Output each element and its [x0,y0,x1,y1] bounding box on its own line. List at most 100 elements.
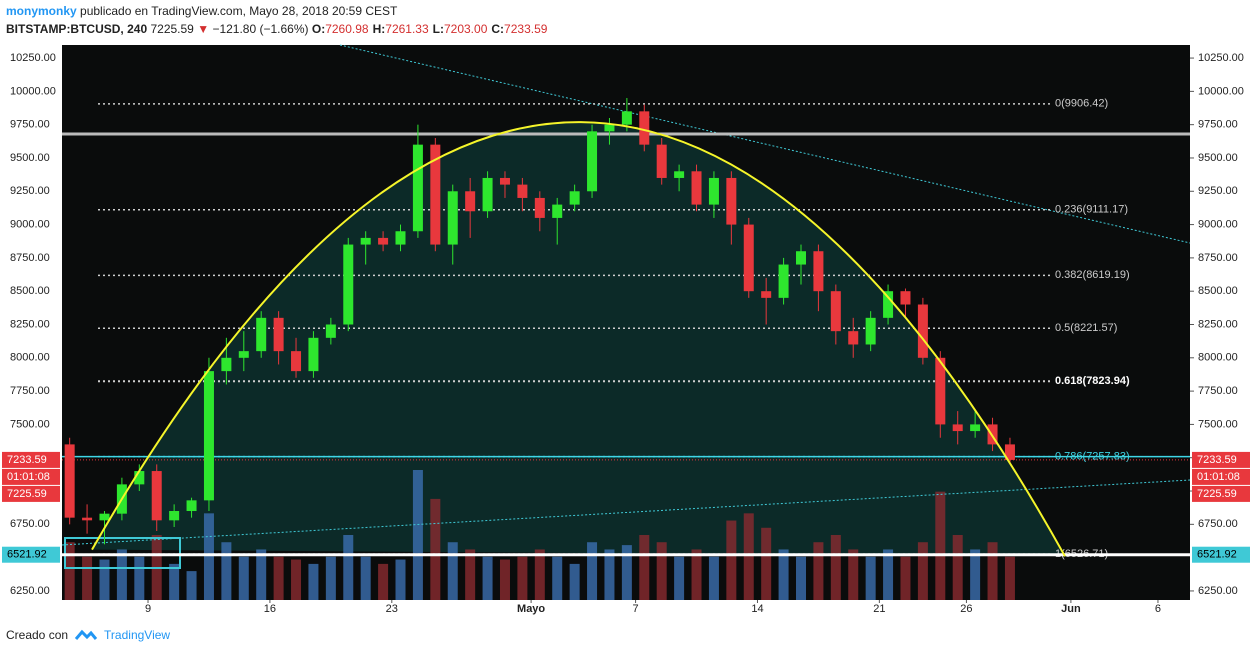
volume-bar [726,520,737,600]
chart: 6250.006250.006750.006750.007000.007000.… [2,44,1250,615]
volume-bar [203,513,214,600]
volume-bar [412,470,423,600]
volume-bar [430,498,441,600]
volume-bar [169,563,180,600]
candle-body [499,177,510,185]
volume-bar [691,549,702,600]
y-tick-label-right: 9500.00 [1198,152,1238,164]
candle-body [465,191,476,212]
last-price-tag-bg [2,451,60,468]
last-price-tag: 7233.59 [1197,454,1237,466]
volume-bar [883,549,894,600]
volume-bar [116,549,127,600]
y-tick-label: 8500.00 [10,285,50,297]
fib-label: 0.618(7823.94) [1055,375,1130,387]
candle-body [378,237,389,245]
volume-bar [82,556,93,600]
header-line: monymonky publicado en TradingView.com, … [6,4,397,18]
volume-bar [238,556,249,600]
candle-body [395,231,406,245]
candle-body [203,371,214,501]
volume-bar [656,542,667,600]
volume-bar [970,549,981,600]
ohlc-value: 7260.98 [325,22,369,36]
change: −121.80 (−1.66%) [212,22,309,36]
y-tick-label-right: 10000.00 [1198,85,1244,97]
candle-body [447,191,458,245]
y-tick-label-right: 7750.00 [1198,385,1238,397]
candle-body [151,471,162,521]
x-tick-label: 16 [264,603,276,615]
symbol-line: BITSTAMP:BTCUSD, 240 7225.59 ▼ −121.80 (… [6,22,551,36]
candle-body [708,177,719,205]
volume-bar [499,559,510,600]
volume-bar [325,556,336,600]
countdown-tag: 01:01:08 [1197,471,1240,483]
candle-body [587,131,598,192]
candle-body [412,144,423,232]
volume-bar [917,542,928,600]
candle-body [430,144,441,245]
countdown-tag: 01:01:08 [7,471,50,483]
volume-bar [813,542,824,600]
y-tick-label-right: 6250.00 [1198,585,1238,597]
volume-bar [935,491,946,600]
support-tag-bg [2,546,60,563]
y-tick-label: 9500.00 [10,152,50,164]
candle-body [186,500,197,512]
candle-body [639,111,650,145]
volume-bar [987,542,998,600]
candle-body [848,331,859,345]
candle-body [64,444,75,518]
symbol: BITSTAMP:BTCUSD, 240 [6,22,148,36]
close-price-tag: 7225.59 [1197,488,1237,500]
author[interactable]: monymonky [6,4,77,18]
created: Creado con [6,628,69,642]
ohlc-label: C: [491,22,505,36]
x-tick-label: 14 [751,603,763,615]
candle-body [360,237,371,245]
volume-bar [465,549,476,600]
volume-bar [343,535,354,600]
volume-bar [482,556,493,600]
y-tick-label-right: 8500.00 [1198,285,1238,297]
candle-body [1004,444,1015,460]
countdown-tag-bg [1192,468,1250,485]
candle-body [238,351,249,358]
volume-bar [64,542,75,600]
volume-bar [621,545,632,600]
candle-body [169,511,180,521]
volume-bar [99,559,110,600]
arc [91,121,1066,557]
volume-bar [674,556,685,600]
x-tick-label: Jun [1061,603,1081,615]
ohlc-value: 7203.00 [443,22,488,36]
logo [74,629,98,640]
y-tick-label-right: 9750.00 [1198,119,1238,131]
candle-body [482,177,493,212]
candle-body [273,317,284,352]
volume-bar [256,549,267,600]
support-tag: 6521.92 [1197,549,1237,561]
candle-body [917,304,928,358]
volume-bar [587,542,598,600]
brand[interactable]: TradingView [104,628,171,642]
published: publicado en TradingView.com, Mayo 28, 2… [80,4,398,18]
volume-bar [308,563,319,600]
fib-label: 0.5(8221.57) [1055,322,1117,334]
y-tick-label: 7500.00 [10,418,50,430]
candle-body [970,424,981,432]
candle-body [691,171,702,205]
volume-bar [186,571,197,600]
countdown-tag-bg [2,468,60,485]
x-tick-label: Mayo [517,603,545,615]
candle-body [778,264,789,298]
volume-bar [795,556,806,600]
volume-bar [778,549,789,600]
candle-body [325,324,336,338]
x-tick-label: 7 [633,603,639,615]
volume-bar [447,542,458,600]
candle-body [221,357,232,372]
volume-bar [604,549,615,600]
close-price-tag: 7225.59 [7,488,47,500]
